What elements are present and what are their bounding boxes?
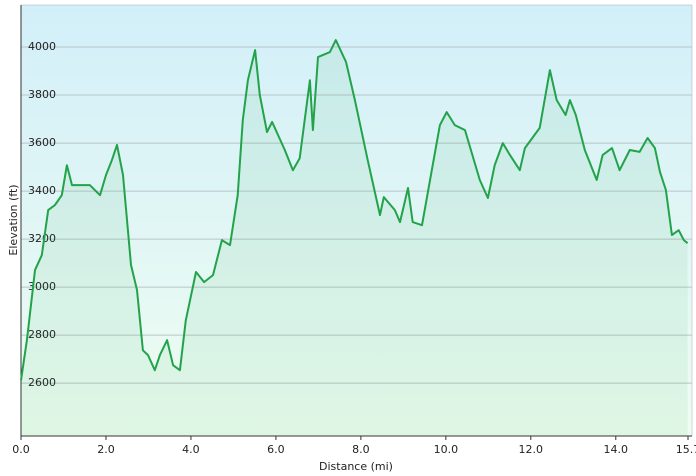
x-tick-label: 10.0: [434, 443, 459, 456]
x-tick-label: 0.0: [12, 443, 30, 456]
x-tick-label: 15.7: [676, 443, 696, 456]
y-tick-label: 3800: [28, 88, 56, 101]
y-tick-label: 3000: [28, 280, 56, 293]
x-tick-label: 12.0: [519, 443, 544, 456]
plot-background: [20, 4, 693, 437]
x-tick-label: 14.0: [604, 443, 629, 456]
x-tick-label: 2.0: [97, 443, 115, 456]
y-tick-label: 4000: [28, 40, 56, 53]
x-axis-title: Distance (mi): [319, 460, 393, 473]
x-tick-label: 6.0: [267, 443, 285, 456]
area-fill: [21, 40, 688, 436]
x-tick-label: 8.0: [352, 443, 370, 456]
y-axis-title: Elevation (ft): [7, 184, 20, 255]
y-tick-label: 2800: [28, 328, 56, 341]
y-tick-label: 2600: [28, 376, 56, 389]
y-tick-label: 3400: [28, 184, 56, 197]
elevation-line: [20, 39, 689, 381]
y-tick-label: 3200: [28, 232, 56, 245]
x-tick-label: 4.0: [182, 443, 200, 456]
y-tick-label: 3600: [28, 136, 56, 149]
